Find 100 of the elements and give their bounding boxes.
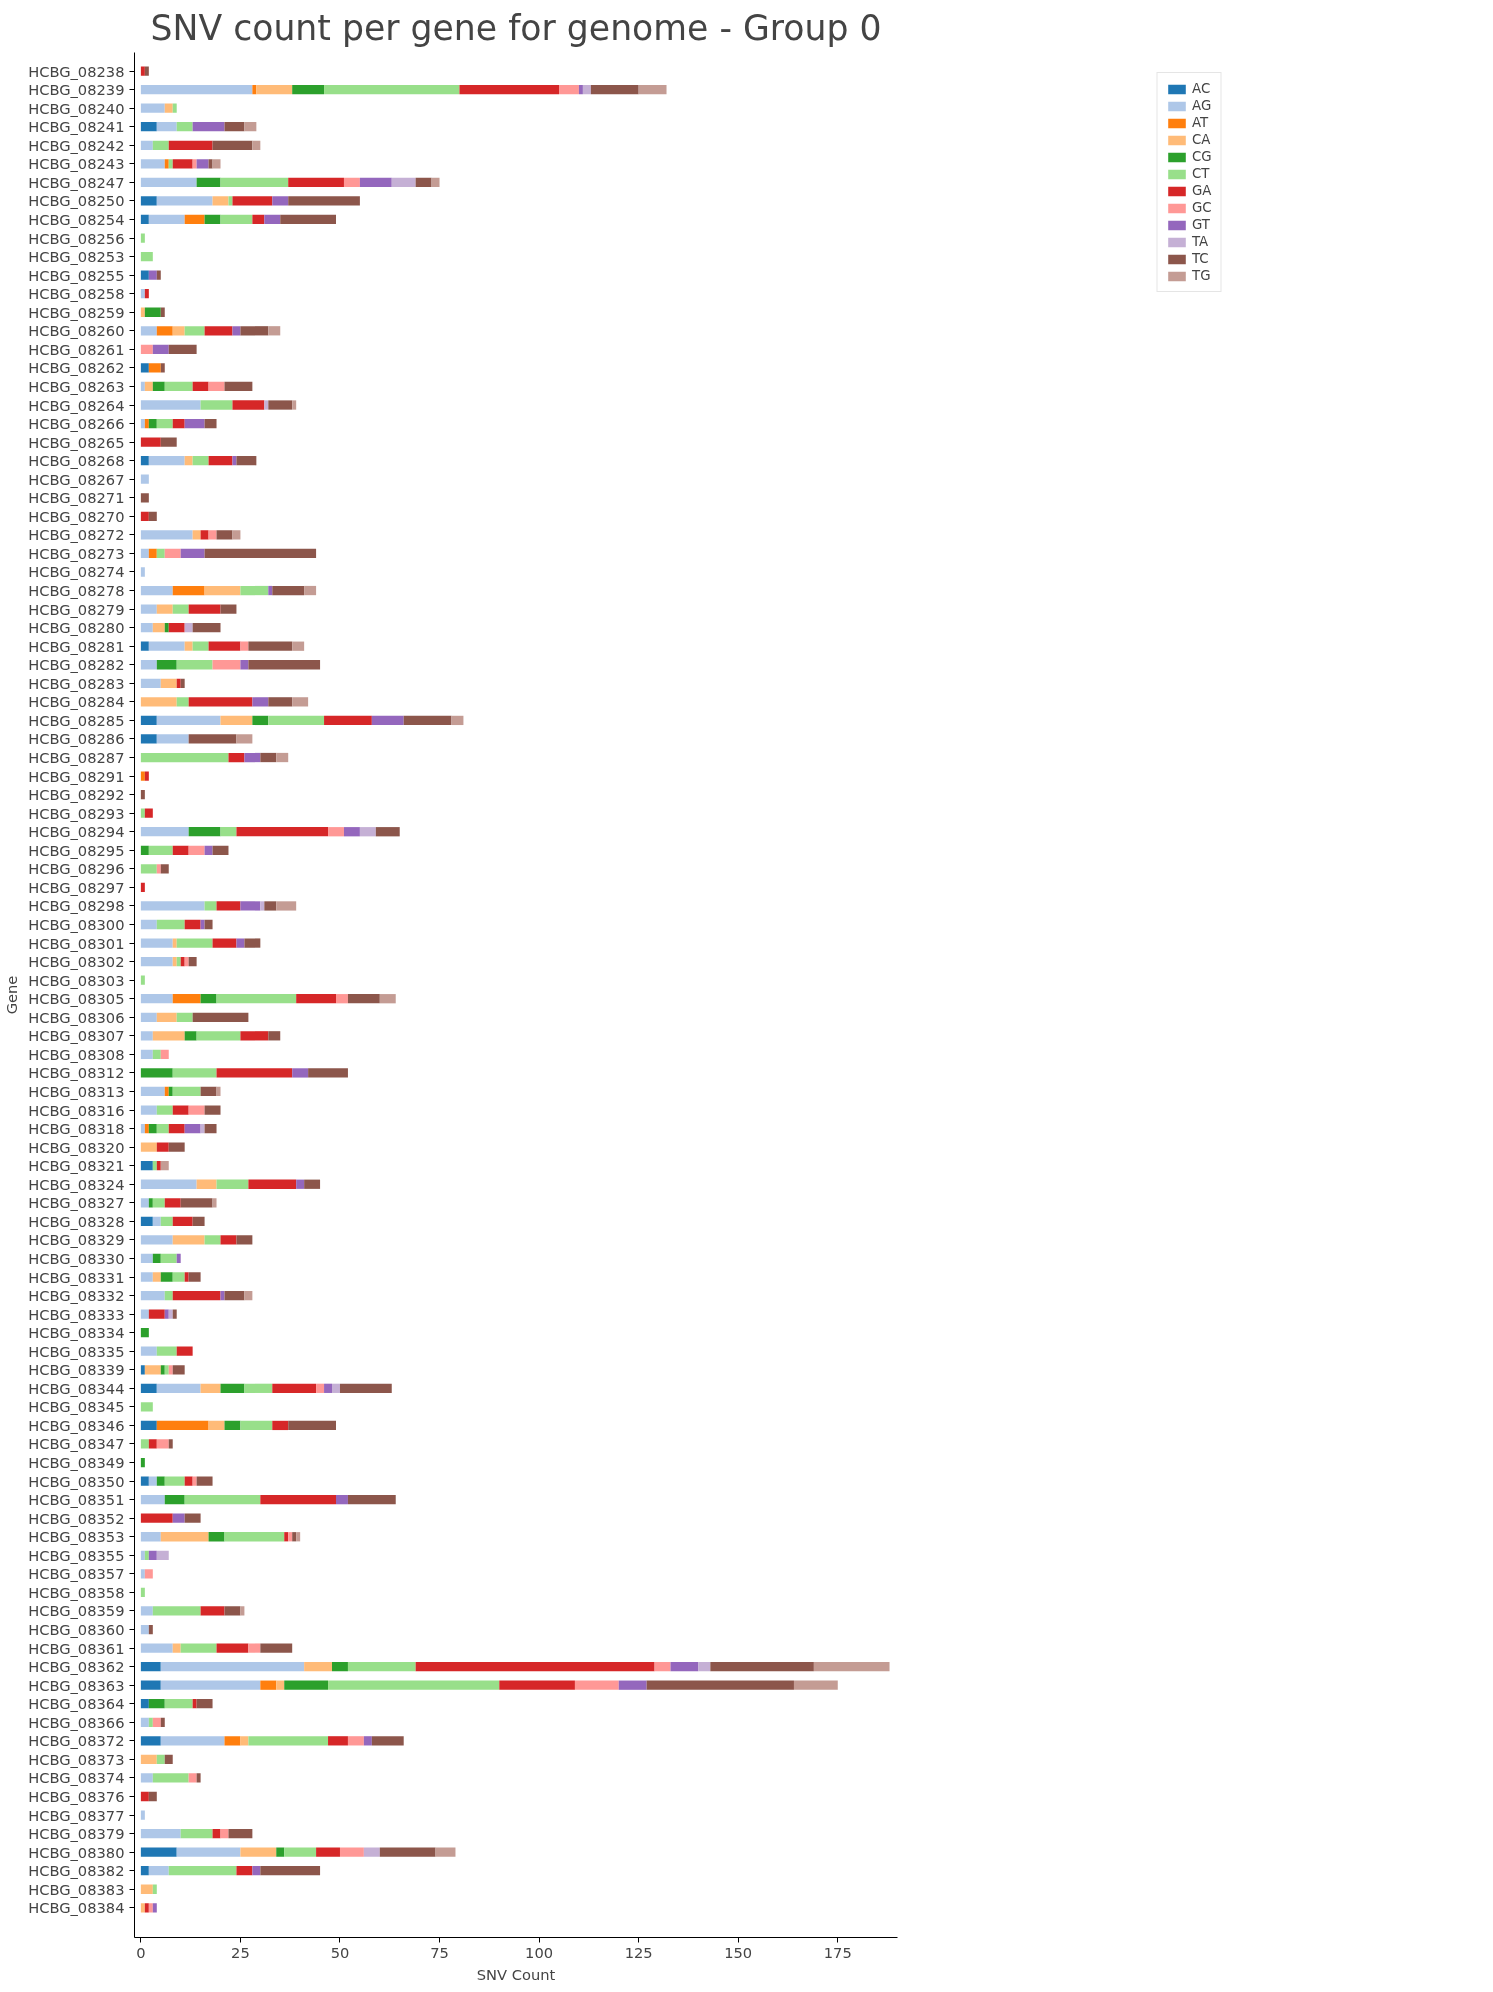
bar — [140, 511, 149, 521]
y-tick-label: HCBG_08373 — [28, 1750, 125, 1768]
bar — [140, 641, 149, 651]
bar — [140, 1717, 149, 1727]
bar — [140, 159, 165, 169]
bar — [140, 400, 201, 410]
bar — [140, 548, 149, 559]
bar — [188, 697, 253, 707]
bar — [140, 1643, 173, 1653]
bar — [156, 919, 185, 930]
bar — [268, 585, 273, 596]
bar — [172, 103, 177, 113]
bar — [140, 1791, 149, 1802]
bar — [156, 1346, 177, 1356]
bar — [618, 1680, 647, 1690]
bar — [192, 1012, 249, 1022]
bar — [252, 697, 269, 707]
bar — [646, 1680, 794, 1690]
y-tick-label: HCBG_08350 — [28, 1472, 125, 1490]
bar — [276, 901, 297, 911]
bar — [164, 623, 169, 633]
bar — [204, 1123, 217, 1134]
bar — [244, 752, 261, 763]
y-tick-label: HCBG_08333 — [28, 1305, 125, 1323]
bar — [148, 1624, 153, 1635]
bar — [140, 418, 145, 429]
bar — [328, 1680, 500, 1690]
bar — [172, 845, 189, 855]
bar — [140, 1031, 153, 1041]
bar — [140, 1884, 153, 1894]
bar — [140, 1216, 153, 1226]
bar — [140, 1105, 157, 1115]
bar — [164, 1086, 169, 1097]
bar — [316, 1847, 340, 1857]
bar — [590, 84, 639, 95]
y-tick-label: HCBG_08379 — [28, 1825, 125, 1843]
bar — [140, 1420, 157, 1431]
bar — [172, 1105, 189, 1115]
bar — [164, 1198, 181, 1208]
legend-label: GA — [1192, 183, 1212, 198]
bar — [140, 975, 145, 985]
bar — [188, 1105, 205, 1115]
bar — [140, 456, 149, 466]
bar — [172, 1643, 181, 1653]
bar — [391, 177, 416, 188]
bar — [140, 1513, 173, 1523]
bar — [164, 548, 181, 559]
bar — [196, 159, 209, 169]
bar — [140, 1457, 145, 1468]
bar — [184, 1272, 189, 1282]
bar — [316, 1383, 325, 1393]
y-tick-label: HCBG_08261 — [28, 340, 125, 358]
bar — [148, 418, 157, 429]
y-tick-label: HCBG_08329 — [28, 1231, 125, 1249]
y-tick-label: HCBG_08359 — [28, 1602, 125, 1620]
bar — [208, 1420, 225, 1431]
bar — [140, 585, 173, 596]
y-tick-label: HCBG_08334 — [28, 1324, 125, 1342]
bar — [152, 1773, 189, 1783]
bar — [184, 456, 193, 466]
bar — [148, 548, 157, 559]
bar — [288, 196, 360, 206]
bar — [140, 1495, 165, 1505]
y-axis-title: Gene — [3, 975, 21, 1015]
y-tick-label: HCBG_08258 — [28, 285, 125, 303]
y-tick-label: HCBG_08331 — [28, 1268, 125, 1286]
bar — [200, 1086, 217, 1097]
bar — [375, 827, 400, 837]
bar — [296, 1179, 305, 1189]
y-tick-label: HCBG_08327 — [28, 1194, 125, 1212]
bar — [140, 1699, 149, 1709]
bar — [140, 1532, 161, 1542]
bar — [148, 1791, 157, 1802]
bar — [140, 1624, 149, 1635]
bar — [224, 1606, 241, 1616]
x-tick-label: 150 — [724, 1943, 753, 1961]
y-tick-label: HCBG_08380 — [28, 1843, 125, 1861]
bar — [216, 1179, 249, 1189]
legend-label: TC — [1192, 251, 1210, 266]
legend-label: TG — [1192, 268, 1212, 283]
bar — [204, 326, 233, 336]
bar — [212, 1828, 221, 1839]
bar — [164, 1699, 193, 1709]
bar — [240, 641, 249, 651]
bar — [308, 1068, 348, 1078]
bar — [324, 1383, 333, 1393]
bar — [160, 1736, 225, 1746]
y-tick-label: HCBG_08287 — [28, 749, 125, 767]
bar — [224, 1736, 241, 1746]
y-tick-label: HCBG_08372 — [28, 1732, 125, 1750]
bar — [292, 697, 309, 707]
y-tick-label: HCBG_08268 — [28, 452, 125, 470]
bar — [180, 548, 205, 559]
bar — [403, 715, 452, 726]
y-tick-label: HCBG_08366 — [28, 1713, 125, 1731]
bar — [156, 1123, 169, 1134]
bar — [152, 1031, 185, 1041]
bar — [180, 678, 185, 688]
bar — [347, 1736, 364, 1746]
bar — [252, 214, 265, 225]
